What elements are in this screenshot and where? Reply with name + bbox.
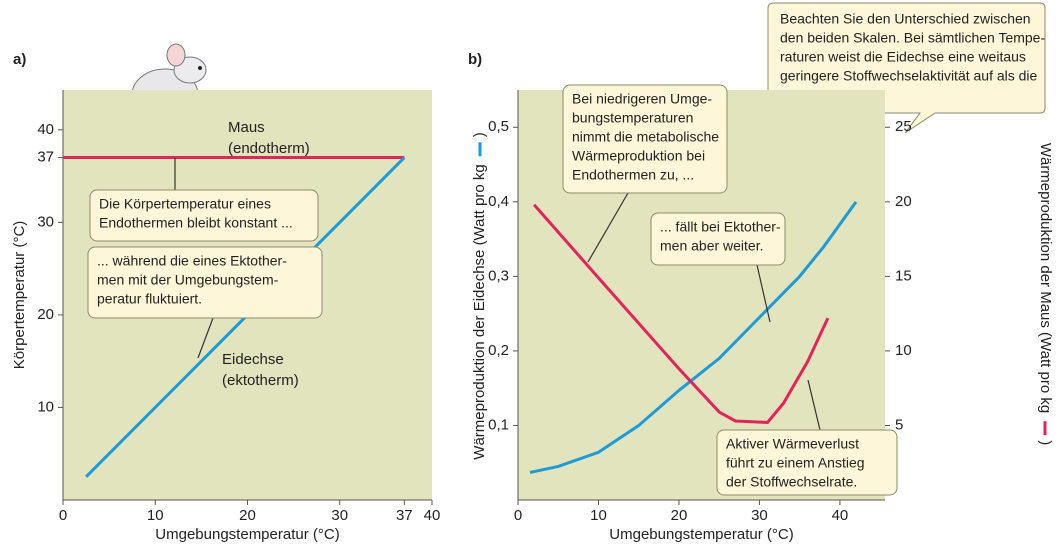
series-line (529, 200, 858, 474)
y2label: Wärmeproduktion der Maus (Watt pro kg (1037, 143, 1054, 413)
note-line: raturen weist die Eidechse eine weitaus (780, 49, 1026, 65)
annotation-box (562, 84, 728, 194)
y-tick-label: 0,3 (488, 267, 509, 284)
x-tick-label: 37 (396, 507, 413, 524)
x-tick-label: 10 (147, 507, 164, 524)
x-tick-label: 20 (671, 507, 688, 524)
annotation-line: ... während die eines Ektother- (97, 253, 287, 269)
annotation-pointer (756, 264, 771, 323)
annotation-line: führt zu einem Anstieg (726, 455, 865, 471)
x-tick-label: 30 (751, 507, 768, 524)
annotation-line: Endothermen zu, ... (572, 167, 694, 183)
annotation: ... fällt bei Ektother-men aber weiter. (650, 212, 786, 323)
series-label: Maus (228, 119, 265, 136)
y-tick-label: 40 (37, 121, 54, 138)
note-line: Beachten Sie den Unterschied zwischen (780, 11, 1031, 27)
series-label: Eidechse (222, 351, 284, 368)
ylabel: Körpertemperatur (°C) (11, 221, 28, 370)
y-tick-label: 37 (37, 149, 54, 166)
x-tick-label: 20 (239, 507, 256, 524)
axis-label-group: Wärmeproduktion der Maus (Watt pro kg) (1037, 143, 1054, 445)
annotation-box (87, 246, 323, 319)
annotation-line: peratur fluktuiert. (97, 291, 202, 307)
x-tick-label: 30 (331, 507, 348, 524)
annotation-box (650, 212, 786, 266)
y-tick-label: 0,2 (488, 342, 509, 359)
y2-tick-label: 25 (895, 118, 912, 135)
x-tick-label: 40 (424, 507, 441, 524)
y-tick-label: 20 (37, 306, 54, 323)
axis-label-end: ) (471, 132, 488, 137)
annotation-line: ... fällt bei Ektother- (660, 219, 781, 235)
annotation: Die Körpertemperatur eines Endothermen bl… (89, 158, 319, 242)
axis-label-end: ) (1037, 440, 1054, 445)
annotation-line: nimmt die metabolische (572, 129, 719, 145)
y2-tick-label: 20 (895, 193, 912, 210)
axis-label-group: Körpertemperatur (°C) (11, 221, 28, 370)
y2-tick-label: 15 (895, 267, 912, 284)
series-sublabel: (ektotherm) (222, 372, 299, 389)
series-sublabel: (endotherm) (228, 140, 310, 157)
y-tick-label: 0,1 (488, 416, 509, 433)
annotation-line: Bei niedrigeren Umge- (572, 91, 712, 107)
x-tick-label: 0 (514, 507, 522, 524)
x-tick-label: 40 (832, 507, 849, 524)
annotation-box (716, 429, 898, 496)
annotation-line: Endothermen bleibt konstant ... (99, 215, 293, 231)
annotation: ... während die eines Ektother-men mit d… (87, 246, 323, 359)
annotation-line: men aber weiter. (660, 238, 764, 254)
ylabel: Wärmeproduktion der Eidechse (Watt pro k… (471, 164, 488, 459)
annotation-line: bungstemperaturen (572, 110, 693, 126)
annotation-pointer (197, 317, 214, 359)
annotation-line: Die Körpertemperatur eines (99, 196, 271, 212)
annotation-line: Wärmeproduktion bei (572, 148, 705, 164)
annotation: Bei niedrigeren Umge-bungstemperaturen ni… (562, 84, 728, 263)
y2-tick-label: 5 (895, 416, 903, 433)
note-line: geringere Stoffwechselaktivität auf als … (780, 68, 1038, 84)
panel-label: a) (13, 51, 26, 68)
y2-tick-label: 10 (895, 342, 912, 359)
annotation-line: men mit der Umgebungstem- (97, 272, 279, 288)
annotation: Aktiver Wärmeverlust führt zu einem Ansti… (716, 379, 898, 496)
y-tick-label: 0,5 (488, 118, 509, 135)
axis-label-group: Wärmeproduktion der Eidechse (Watt pro k… (471, 132, 488, 459)
y-tick-label: 0,4 (488, 193, 509, 210)
panel-label: b) (468, 51, 482, 68)
annotation-pointer (587, 192, 629, 263)
y-tick-label: 10 (37, 398, 54, 415)
x-tick-label: 10 (590, 507, 607, 524)
annotation-box (89, 189, 319, 242)
annotation-line: Aktiver Wärmeverlust (726, 436, 859, 452)
series-line (532, 203, 830, 425)
annotation-line: der Stoffwechselrate. (726, 474, 857, 490)
x-tick-label: 0 (59, 507, 67, 524)
x-axis-label: Umgebungstemperatur (°C) (155, 526, 339, 543)
note-line: den beiden Skalen. Bei sämtlichen Tempe- (780, 30, 1045, 46)
y-tick-label: 30 (37, 213, 54, 230)
x-axis-label: Umgebungstemperatur (°C) (609, 526, 793, 543)
annotation-pointer (807, 379, 821, 431)
